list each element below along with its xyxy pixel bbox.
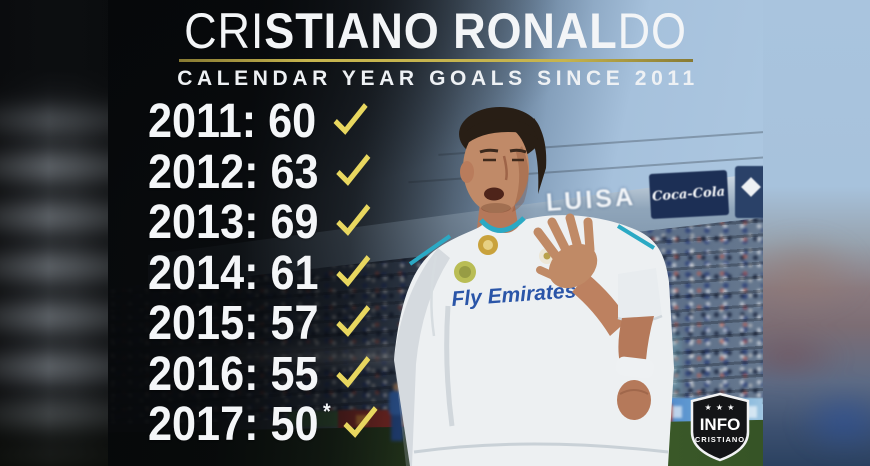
badge-subtitle: CRISTIANO [695, 435, 745, 444]
stat-text: 2013: 69 [148, 196, 319, 250]
check-icon [335, 153, 370, 186]
shoulder-trim [616, 224, 656, 250]
goals-list: 2011: 60 2012: 63 2013: 69 2014: 61 2015… [148, 97, 404, 451]
blur-band-left [0, 0, 108, 466]
gold-divider [178, 59, 693, 62]
stat-text: 2015: 57 [148, 297, 319, 351]
collar-trim [479, 216, 526, 233]
stat-row: 2014: 61 [148, 249, 404, 300]
wrist-tape [615, 356, 655, 379]
fist [617, 380, 651, 420]
stat-row: 2012: 63 [148, 148, 404, 199]
shoulder-trim [408, 234, 452, 266]
title-part-bold: STIANO RONAL [264, 3, 618, 59]
blur-band-right [763, 0, 870, 466]
ronaldo-photo: Fly Emirates [394, 107, 674, 466]
stat-text: 2016: 55 [148, 347, 319, 401]
title-part-thin: CRI [184, 3, 265, 59]
stat-text: 2017: 50 [148, 398, 319, 452]
stat-text: 2012: 63 [148, 145, 319, 199]
headline-block: CRISTIANO RONALDO CALENDAR YEAR GOALS SI… [108, 6, 763, 91]
check-icon [335, 305, 370, 338]
check-icon [335, 355, 370, 388]
stat-row: 2017: 50 * [148, 398, 404, 452]
title-part-thin: DO [617, 3, 687, 59]
shorts-seam [413, 442, 669, 454]
stat-row: 2016: 55 [148, 350, 404, 401]
stat-row: 2015: 57 [148, 299, 404, 350]
check-icon [343, 406, 378, 439]
stat-text: 2014: 61 [148, 246, 319, 300]
check-icon [335, 204, 370, 237]
main-graphic: LUISA Coca-Cola [108, 0, 763, 466]
stat-text: 2011: 60 [148, 95, 317, 149]
ronaldo-right-arm-on-chest [533, 213, 628, 336]
stat-row: 2013: 69 [148, 198, 404, 249]
ronaldo-left-arm-hanging [615, 268, 663, 420]
info-cristiano-badge: ★ ★ ★ INFO CRISTIANO [690, 392, 750, 462]
check-icon [335, 254, 370, 287]
open-mouth [484, 187, 504, 201]
badge-shield [690, 392, 750, 462]
badge-title: INFO [700, 415, 741, 434]
stat-asterisk: * [323, 399, 331, 425]
check-icon [333, 103, 368, 136]
badge-stars-icon: ★ ★ ★ [705, 403, 736, 412]
page-subtitle: CALENDAR YEAR GOALS SINCE 2011 [177, 67, 699, 90]
page-title: CRISTIANO RONALDO [141, 6, 731, 56]
stat-row: 2011: 60 [148, 97, 404, 148]
